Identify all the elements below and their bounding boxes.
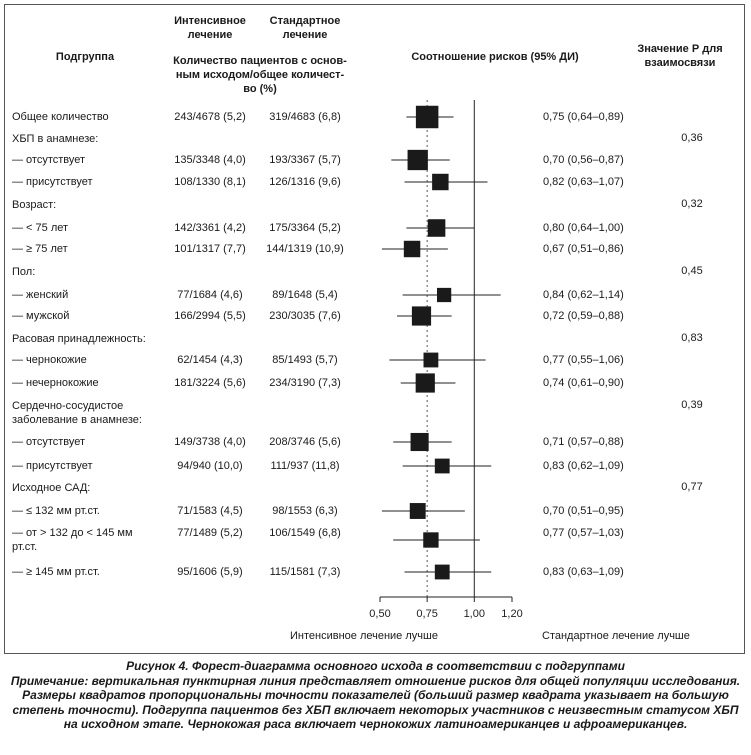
intensive-count: 142/3361 (4,2) <box>174 222 246 234</box>
standard-count: 319/4683 (6,8) <box>269 111 341 123</box>
intensive-count: 108/1330 (8,1) <box>174 176 246 188</box>
intensive-count: 166/2994 (5,5) <box>174 310 246 322</box>
standard-count: 208/3746 (5,6) <box>269 436 341 448</box>
header-intensive: Интенсивное лечение <box>174 15 246 41</box>
hazard-ratio-square <box>415 373 435 393</box>
x-tick-label: 0,50 <box>369 608 390 620</box>
subgroup-label: — ≥ 75 лет <box>12 243 68 255</box>
hazard-ratio-square <box>434 458 450 474</box>
hazard-ratio-ci: 0,70 (0,51–0,95) <box>543 505 624 517</box>
hazard-ratio-square <box>407 149 428 171</box>
standard-count: 193/3367 (5,7) <box>269 154 341 166</box>
standard-count: 175/3364 (5,2) <box>269 222 341 234</box>
standard-count: 144/1319 (10,9) <box>266 243 344 255</box>
header-patients: Количество пациентов с основ-ным исходом… <box>173 55 347 95</box>
hazard-ratio-square <box>427 219 446 237</box>
subgroup-label: — отсутствует <box>12 154 86 166</box>
hazard-ratio-ci: 0,75 (0,64–0,89) <box>543 111 624 123</box>
intensive-count: 149/3738 (4,0) <box>174 436 246 448</box>
standard-count: 115/1581 (7,3) <box>269 566 341 578</box>
standard-count: 98/1553 (6,3) <box>272 505 338 517</box>
intensive-count: 94/940 (10,0) <box>177 460 243 472</box>
hazard-ratio-square <box>415 105 439 129</box>
subgroup-label: — отсутствует <box>12 436 86 448</box>
subgroup-label: Пол: <box>12 266 36 278</box>
interaction-p-value: 0,32 <box>681 198 703 210</box>
standard-count: 126/1316 (9,6) <box>269 176 341 188</box>
interaction-p-value: 0,77 <box>681 481 703 493</box>
intensive-count: 62/1454 (4,3) <box>177 354 243 366</box>
hazard-ratio-square <box>410 432 429 452</box>
intensive-count: 101/1317 (7,7) <box>174 243 246 255</box>
hazard-ratio-ci: 0,77 (0,57–1,03) <box>543 527 624 539</box>
hazard-ratio-ci: 0,74 (0,61–0,90) <box>543 377 624 389</box>
caption-title: Рисунок 4. Форест-диаграмма основного ис… <box>126 659 625 673</box>
intensive-count: 71/1583 (4,5) <box>177 505 243 517</box>
subgroup-label: ХБП в анамнезе: <box>12 133 99 145</box>
intensive-count: 77/1684 (4,6) <box>177 289 243 301</box>
hazard-ratio-ci: 0,84 (0,62–1,14) <box>543 289 624 301</box>
x-tick-label: 1,00 <box>464 608 485 620</box>
caption-note: Примечание: вертикальная пунктирная лини… <box>10 673 741 732</box>
forest-plot: 0,50 0,75 1,00 1,20 <box>369 100 523 620</box>
subgroup-label: Исходное САД: <box>12 482 91 494</box>
figure-caption: Рисунок 4. Форест-диаграмма основного ис… <box>8 659 743 732</box>
subgroup-label: Общее количество <box>12 111 109 123</box>
interaction-p-value: 0,83 <box>681 332 703 344</box>
subgroup-label: — от > 132 до < 145 мм рт.ст. <box>12 527 133 553</box>
hazard-ratio-square <box>434 564 450 580</box>
header-standard: Стандартное лечение <box>269 15 341 41</box>
favor-intensive-label: Интенсивное лечение лучше <box>290 630 438 642</box>
header-hazard-ratio: Соотношение рисков (95% ДИ) <box>411 51 579 63</box>
hazard-ratio-square <box>423 352 439 368</box>
subgroup-label: — присутствует <box>12 176 93 188</box>
hazard-ratio-ci: 0,80 (0,64–1,00) <box>543 222 624 234</box>
hazard-ratio-square <box>409 503 426 519</box>
hazard-ratio-ci: 0,82 (0,63–1,07) <box>543 176 624 188</box>
intensive-count: 243/4678 (5,2) <box>174 111 246 123</box>
hazard-ratio-square <box>411 306 432 326</box>
subgroup-label: — женский <box>12 289 69 301</box>
interaction-p-value: 0,45 <box>681 265 703 277</box>
subgroup-label: — < 75 лет <box>12 222 69 234</box>
hazard-ratio-ci: 0,83 (0,63–1,09) <box>543 566 624 578</box>
subgroup-label: — нечернокожие <box>12 377 99 389</box>
standard-count: 230/3035 (7,6) <box>269 310 341 322</box>
standard-count: 234/3190 (7,3) <box>269 377 341 389</box>
hazard-ratio-ci: 0,83 (0,62–1,09) <box>543 460 624 472</box>
subgroup-label: Расовая принадлежность: <box>12 333 146 345</box>
hazard-ratio-ci: 0,67 (0,51–0,86) <box>543 243 624 255</box>
subgroup-label: — присутствует <box>12 460 93 472</box>
hazard-ratio-square <box>403 240 421 258</box>
subgroup-label: Сердечно-сосудистое заболевание в анамнез… <box>12 400 142 426</box>
hazard-ratio-ci: 0,77 (0,55–1,06) <box>543 354 624 366</box>
favor-standard-label: Стандартное лечение лучше <box>542 630 690 642</box>
standard-count: 89/1648 (5,4) <box>272 289 338 301</box>
intensive-count: 135/3348 (4,0) <box>174 154 246 166</box>
x-tick-label: 1,20 <box>501 608 522 620</box>
standard-count: 111/937 (11,8) <box>270 460 340 472</box>
standard-count: 85/1493 (5,7) <box>272 354 338 366</box>
standard-count: 106/1549 (6,8) <box>269 527 341 539</box>
subgroup-label: Возраст: <box>12 199 57 211</box>
hazard-ratio-square <box>432 173 449 191</box>
header-subgroup: Подгруппа <box>55 51 115 63</box>
hazard-ratio-square <box>436 287 452 303</box>
hazard-ratio-ci: 0,72 (0,59–0,88) <box>543 310 624 322</box>
subgroup-label: — ≥ 145 мм рт.ст. <box>12 566 100 578</box>
intensive-count: 77/1489 (5,2) <box>177 527 243 539</box>
hazard-ratio-ci: 0,70 (0,56–0,87) <box>543 154 624 166</box>
intensive-count: 181/3224 (5,6) <box>174 377 246 389</box>
figure-frame <box>4 4 745 654</box>
intensive-count: 95/1606 (5,9) <box>177 566 243 578</box>
subgroup-label: — ≤ 132 мм рт.ст. <box>12 505 100 517</box>
header-p-value: Значение Р для взаимосвязи <box>637 43 723 69</box>
x-tick-label: 0,75 <box>416 608 437 620</box>
interaction-p-value: 0,36 <box>681 132 703 144</box>
subgroup-label: — чернокожие <box>12 354 87 366</box>
hazard-ratio-square <box>423 532 439 548</box>
subgroup-label: — мужской <box>12 310 70 322</box>
hazard-ratio-ci: 0,71 (0,57–0,88) <box>543 436 624 448</box>
interaction-p-value: 0,39 <box>681 399 703 411</box>
